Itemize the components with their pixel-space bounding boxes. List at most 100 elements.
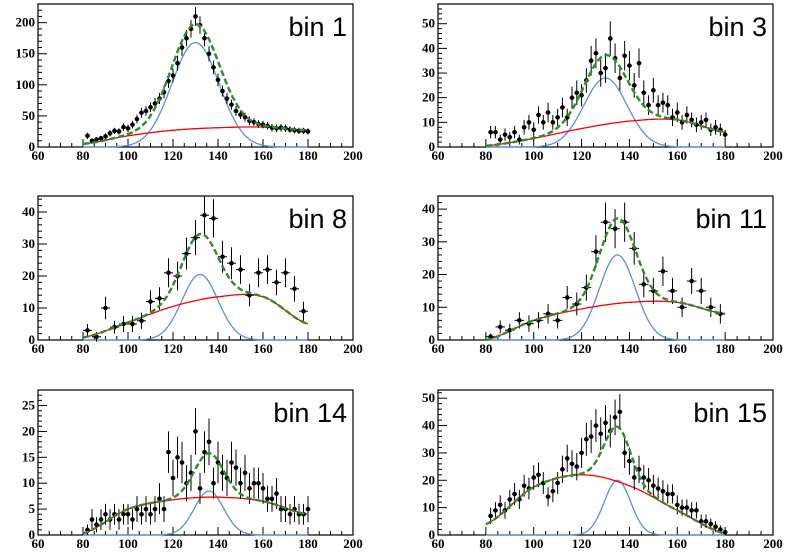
point-marker [665, 102, 671, 108]
point-marker [184, 35, 189, 41]
point-marker [531, 127, 537, 133]
data-point [545, 102, 551, 123]
data-point [305, 496, 311, 523]
point-marker [148, 511, 153, 517]
point-marker [206, 439, 212, 445]
point-marker [238, 267, 243, 272]
data-point [143, 105, 149, 116]
point-marker [148, 299, 153, 304]
point-marker [121, 124, 126, 130]
data-point [107, 130, 113, 137]
x-tick-label: 60 [32, 341, 45, 356]
x-tick-label: 100 [118, 536, 138, 551]
x-tick-label: 160 [668, 148, 688, 163]
point-marker [521, 483, 527, 489]
data-point [531, 122, 537, 138]
point-marker [646, 102, 651, 108]
point-marker [603, 65, 608, 71]
x-tick-label: 120 [163, 148, 183, 163]
data-point [170, 459, 176, 497]
point-marker [238, 112, 243, 117]
point-marker [569, 95, 575, 100]
data-point [665, 484, 671, 504]
point-marker [679, 505, 685, 510]
point-marker [211, 480, 216, 486]
point-marker [521, 124, 527, 130]
data-point [121, 503, 126, 525]
x-tick-label: 200 [763, 341, 783, 356]
data-point [125, 124, 131, 133]
point-marker [193, 14, 198, 19]
x-tick-label: 120 [572, 536, 592, 551]
point-marker [655, 486, 661, 491]
point-marker [112, 128, 117, 134]
point-marker [555, 115, 560, 120]
point-marker [242, 114, 248, 120]
data-point [242, 454, 248, 491]
x-tick-label: 120 [163, 341, 183, 356]
point-marker [684, 505, 690, 510]
data-point [134, 114, 140, 124]
data-point [236, 255, 245, 284]
data-point [281, 258, 290, 288]
data-point [677, 297, 687, 318]
y-tick-label: 40 [22, 204, 35, 219]
point-marker [694, 508, 699, 513]
total-fit-curve [82, 232, 309, 339]
data-point [689, 112, 695, 128]
y-tick-label: 10 [422, 500, 435, 515]
data-point [139, 107, 144, 118]
panel-6: 60 80 100 120 140 160 180 200 0 10 20 30 40 50 bin 15 [422, 389, 783, 551]
point-marker [722, 132, 728, 137]
point-marker [301, 308, 306, 314]
data-point [665, 95, 671, 115]
point-marker [574, 464, 580, 469]
y-tick-label: 20 [422, 90, 435, 105]
data-point [617, 65, 623, 91]
point-marker [674, 502, 680, 508]
data-point [660, 480, 666, 503]
data-point [536, 106, 541, 124]
x-tick-label: 100 [118, 148, 138, 163]
x-tick-label: 160 [253, 536, 273, 551]
data-point [598, 417, 604, 451]
point-marker [708, 304, 714, 310]
point-marker [152, 506, 158, 512]
x-tick-label: 140 [620, 148, 640, 163]
data-point [130, 120, 135, 129]
data-point [98, 509, 104, 530]
point-marker [698, 120, 704, 125]
x-tick-label: 160 [253, 148, 273, 163]
data-point [101, 296, 110, 320]
point-marker [256, 480, 261, 486]
data-point [94, 137, 99, 143]
data-point [564, 108, 570, 127]
data-point [85, 524, 90, 535]
data-point [175, 55, 180, 71]
data-point [603, 53, 608, 83]
point-marker [622, 53, 627, 59]
point-marker [603, 420, 608, 426]
point-marker [593, 51, 599, 56]
data-point [610, 209, 620, 249]
data-point [121, 123, 126, 131]
x-tick-label: 80 [479, 536, 492, 551]
point-marker [260, 486, 266, 491]
data-point [495, 320, 505, 334]
bin-label: bin 15 [693, 398, 767, 428]
data-point [146, 290, 155, 313]
data-point [265, 485, 270, 512]
data-point [588, 420, 594, 453]
data-point [603, 405, 608, 441]
data-point [197, 472, 203, 504]
bin-label: bin 3 [708, 12, 767, 42]
data-point [497, 134, 503, 145]
point-marker [588, 434, 594, 439]
point-marker [493, 508, 498, 513]
data-point [220, 85, 225, 97]
data-point [607, 21, 613, 56]
bin-label: bin 8 [288, 204, 347, 234]
data-point [533, 312, 544, 329]
data-point [512, 126, 517, 139]
